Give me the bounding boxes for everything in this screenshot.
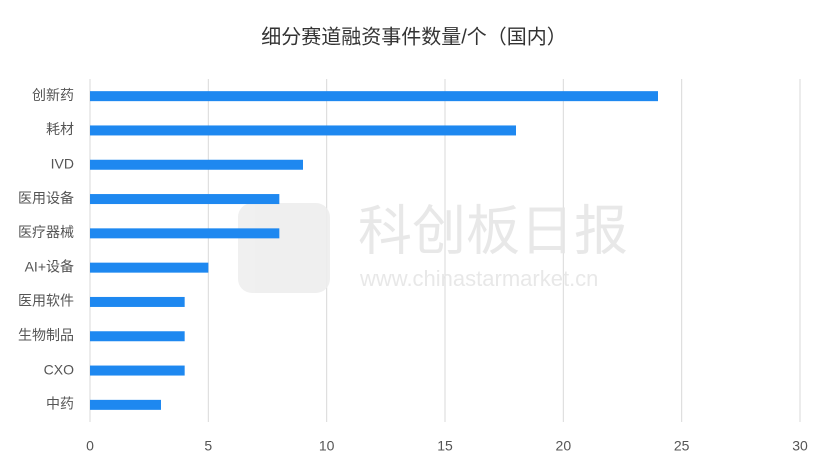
- y-tick-label: 中药: [46, 396, 74, 412]
- x-tick-label: 0: [86, 438, 94, 454]
- y-tick-label: 生物制品: [18, 327, 74, 343]
- x-tick-label: 25: [674, 438, 690, 454]
- y-tick-label: 耗材: [46, 121, 74, 137]
- y-tick-label: 医用设备: [18, 190, 74, 206]
- bar: [90, 399, 161, 410]
- watermark-logo: [238, 203, 330, 293]
- y-tick-label: 创新药: [32, 87, 74, 103]
- y-tick-label: IVD: [51, 155, 74, 171]
- bar: [90, 365, 185, 376]
- watermark-url: www.chinastarmarket.cn: [359, 266, 598, 291]
- x-tick-label: 10: [319, 438, 335, 454]
- y-tick-label: 医疗器械: [18, 224, 74, 240]
- chart-title: 细分赛道融资事件数量/个（国内）: [261, 25, 567, 48]
- bar: [90, 91, 658, 102]
- bar: [90, 159, 303, 170]
- bar: [90, 194, 280, 205]
- x-tick-label: 20: [556, 438, 572, 454]
- bar: [90, 262, 209, 273]
- y-tick-label: AI+设备: [25, 258, 74, 274]
- x-tick-label: 30: [792, 438, 808, 454]
- bar: [90, 228, 280, 239]
- x-tick-label: 15: [437, 438, 453, 454]
- y-tick-label: 医用软件: [18, 293, 74, 309]
- watermark: 科创板日报 www.chinastarmarket.cn: [238, 201, 628, 293]
- x-tick-label: 5: [204, 438, 212, 454]
- bar: [90, 125, 516, 136]
- bar: [90, 331, 185, 342]
- watermark-name: 科创板日报: [358, 201, 628, 261]
- y-tick-label: CXO: [44, 361, 74, 377]
- bar: [90, 296, 185, 307]
